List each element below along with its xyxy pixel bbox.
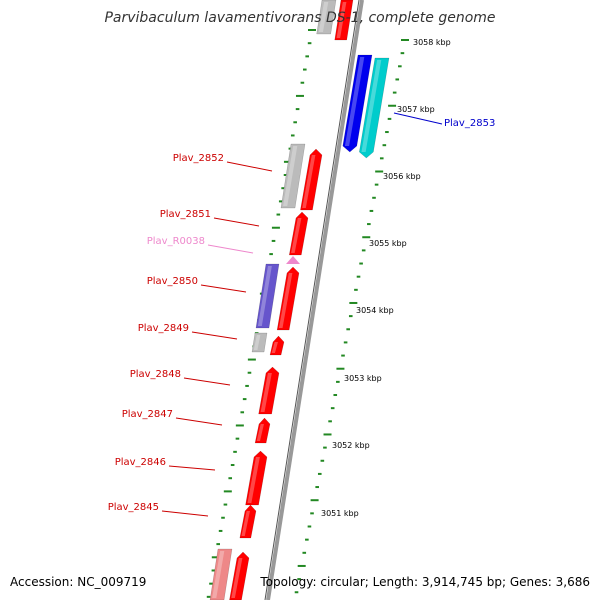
feature-plav-2847 bbox=[254, 417, 271, 444]
scale-labels: 3058 kbp 3057 kbp 3056 kbp 3055 kbp 3054 kbp… bbox=[321, 38, 451, 518]
feature-plav-2853-cyan bbox=[359, 57, 390, 159]
feature-plav-2851-shine bbox=[291, 218, 302, 253]
scale-label: 3058 kbp bbox=[413, 38, 451, 47]
gene-features bbox=[209, 0, 390, 600]
accession-text: Accession: NC_009719 bbox=[10, 575, 146, 589]
scale-label: 3054 kbp bbox=[356, 306, 394, 315]
gene-label-plav-2845[interactable]: Plav_2845 bbox=[108, 502, 159, 513]
leader-line bbox=[393, 112, 443, 125]
feature-top-red-shine bbox=[336, 2, 347, 38]
gene-label-plav-2853[interactable]: Plav_2853 bbox=[444, 118, 495, 129]
feature-bottom-pink-shine bbox=[212, 551, 225, 598]
gene-label-plav-2846[interactable]: Plav_2846 bbox=[115, 457, 166, 468]
gene-label-plav-r0038[interactable]: Plav_R0038 bbox=[147, 236, 205, 247]
gene-labels[interactable]: Plav_2853 Plav_2852 Plav_2851 Plav_R0038 Pla… bbox=[108, 112, 496, 517]
genome-title: Parvibaculum lavamentivorans DS-1, compl… bbox=[104, 10, 495, 26]
feature-plav-2850-purple bbox=[255, 263, 280, 329]
feature-top-gray-shine bbox=[318, 2, 329, 32]
gene-label-plav-2852[interactable]: Plav_2852 bbox=[173, 153, 224, 164]
scale-label: 3051 kbp bbox=[321, 509, 359, 518]
feature-plav-2852 bbox=[300, 148, 323, 211]
feature-plav-2849-gray bbox=[251, 332, 268, 353]
feature-plav-2852-gray bbox=[280, 143, 306, 209]
leader-line bbox=[207, 244, 254, 254]
feature-plav-2850-shine bbox=[278, 273, 293, 328]
feature-plav-2846-shine bbox=[247, 457, 260, 503]
feature-top-gray bbox=[316, 0, 337, 35]
feature-plav-2846 bbox=[245, 450, 268, 506]
scale-label: 3053 kbp bbox=[344, 374, 382, 383]
leader-line bbox=[175, 417, 223, 426]
leader-line bbox=[161, 510, 209, 517]
feature-plav-2853-blue bbox=[342, 54, 373, 153]
leader-line bbox=[191, 331, 238, 340]
feature-plav-2851 bbox=[288, 211, 309, 256]
scale-label: 3052 kbp bbox=[332, 441, 370, 450]
gene-label-plav-2850[interactable]: Plav_2850 bbox=[147, 276, 198, 287]
feature-plav-2848-shine bbox=[260, 373, 272, 412]
feature-plav-2849-shine bbox=[271, 342, 278, 353]
leader-line bbox=[213, 217, 260, 227]
topology-text: Topology: circular; Length: 3,914,745 bp… bbox=[259, 575, 590, 589]
scale-label: 3056 kbp bbox=[383, 172, 421, 181]
feature-plav-2853-cyan-shine bbox=[361, 60, 382, 152]
leader-line bbox=[226, 161, 273, 172]
scale-label: 3055 kbp bbox=[369, 239, 407, 248]
genome-backbone bbox=[264, 0, 364, 600]
feature-plav-r0038 bbox=[286, 256, 300, 264]
gene-label-plav-2848[interactable]: Plav_2848 bbox=[130, 369, 181, 380]
feature-bottom-red bbox=[229, 551, 250, 600]
leader-line bbox=[183, 377, 231, 386]
gene-label-plav-2851[interactable]: Plav_2851 bbox=[160, 209, 211, 220]
gene-label-plav-2849[interactable]: Plav_2849 bbox=[138, 323, 189, 334]
feature-plav-2845 bbox=[239, 504, 257, 539]
feature-plav-2850-purple-shine bbox=[257, 266, 272, 326]
feature-plav-2852-shine bbox=[302, 155, 316, 208]
feature-plav-2845-shine bbox=[241, 511, 250, 536]
feature-bottom-red-shine bbox=[231, 558, 243, 598]
feature-plav-2853-blue-shine bbox=[344, 57, 365, 146]
feature-plav-2850 bbox=[276, 266, 300, 331]
feature-plav-2847-shine bbox=[256, 424, 264, 441]
feature-plav-2848 bbox=[258, 366, 280, 415]
leader-line bbox=[200, 284, 247, 293]
feature-plav-2849-gray-shine bbox=[253, 335, 261, 350]
feature-plav-2852-gray-shine bbox=[283, 146, 298, 206]
gene-label-plav-2847[interactable]: Plav_2847 bbox=[122, 409, 173, 420]
feature-top-red bbox=[334, 0, 354, 41]
scale-label: 3057 kbp bbox=[397, 105, 435, 114]
feature-plav-2849 bbox=[269, 335, 285, 356]
feature-bottom-pink bbox=[209, 548, 233, 600]
leader-line bbox=[168, 465, 216, 471]
